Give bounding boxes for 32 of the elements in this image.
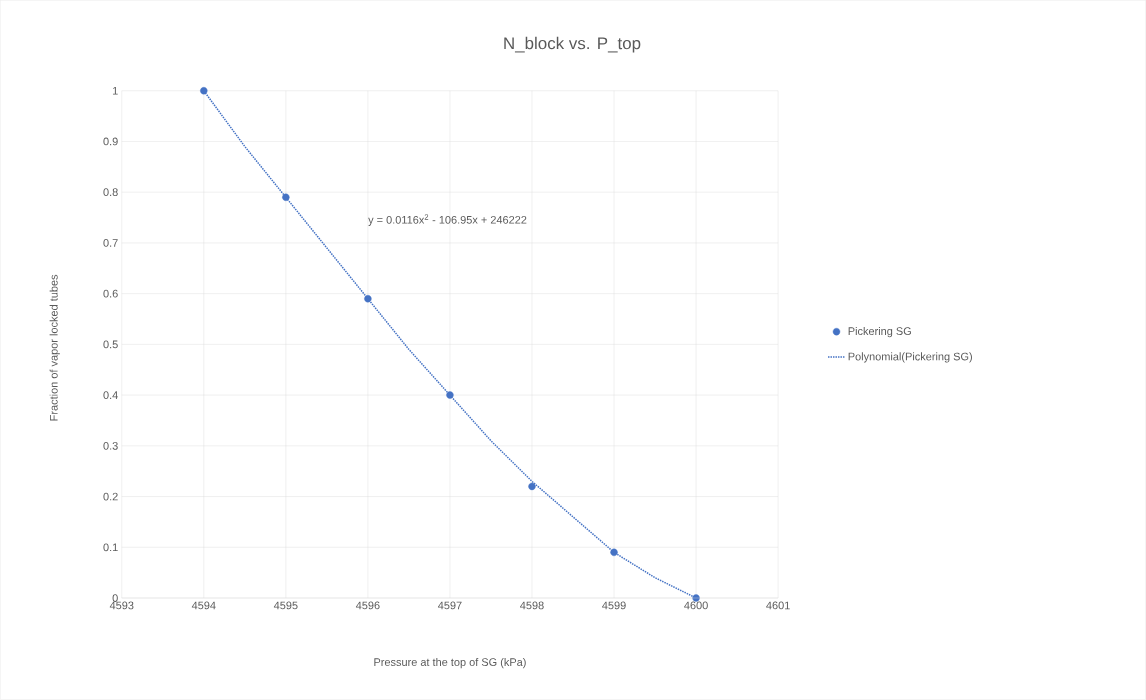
y-tick-label: 0.1 xyxy=(103,543,118,552)
x-axis-title: Pressure at the top of SG (kPa) xyxy=(374,658,526,669)
x-tick-label: 4601 xyxy=(766,601,790,610)
y-axis-title: Fraction of vapor locked tubes xyxy=(49,274,60,421)
legend-label: Polynomial(Pickering SG) xyxy=(848,352,972,363)
legend-label: Pickering SG xyxy=(848,327,911,338)
point xyxy=(610,548,618,557)
point xyxy=(528,482,536,491)
y-tick-label: 0.9 xyxy=(103,137,118,146)
y-tick-label: 0.4 xyxy=(103,391,118,400)
x-tick-label: 4593 xyxy=(109,601,134,610)
point xyxy=(364,295,372,303)
point xyxy=(282,193,290,202)
y-tick-label: 0.2 xyxy=(103,492,118,501)
x-tick-label: 4596 xyxy=(355,601,380,610)
y-tick-label: 0.7 xyxy=(103,239,118,247)
y-tick-label: 0.6 xyxy=(103,289,118,298)
point xyxy=(200,87,208,95)
x-tick-label: 4600 xyxy=(684,601,708,610)
y-tick-label: 0 xyxy=(112,594,118,603)
y-tick-label: 0.5 xyxy=(103,340,118,349)
y-tick-label: 0.3 xyxy=(103,442,118,450)
y-tick-label: 1 xyxy=(112,87,118,95)
x-tick-label: 4597 xyxy=(437,601,462,610)
point xyxy=(446,391,454,399)
x-tick-label: 4599 xyxy=(602,601,626,610)
x-tick-label: 4595 xyxy=(273,601,298,610)
annotation: y = 0.0116x$^{2}$ - 106.95x + 246222 xyxy=(368,214,527,226)
x-tick-label: 4598 xyxy=(520,601,544,610)
chart-title: N_block vs. P_top xyxy=(504,36,641,53)
x-tick-label: 4594 xyxy=(191,601,216,610)
y-tick-label: 0.8 xyxy=(103,188,118,197)
